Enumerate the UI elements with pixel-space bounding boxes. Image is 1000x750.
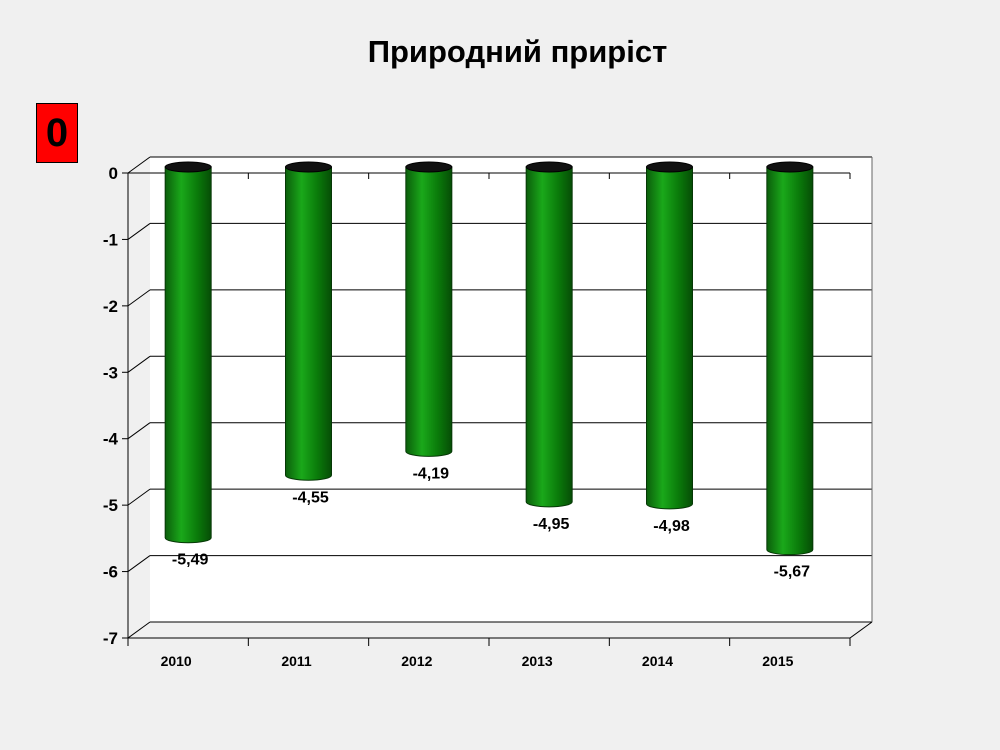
bar-top-2015: [766, 161, 814, 173]
y-tick-label: -3: [103, 363, 118, 382]
gridline-depth: [127, 223, 151, 240]
y-tick-label: -1: [103, 230, 118, 249]
gridline-depth: [127, 488, 151, 506]
y-tick-label: -2: [103, 297, 118, 316]
x-tick-label-2015: 2015: [762, 653, 793, 669]
data-label-2015: -5,67: [774, 564, 811, 581]
bar-2010: [164, 166, 212, 544]
data-label-2014: -4,98: [653, 518, 690, 535]
data-label-2012: -4,19: [413, 465, 450, 482]
y-tick-label: -5: [103, 496, 118, 515]
y-tick-label: -7: [103, 629, 118, 648]
bar-top-2012: [405, 161, 453, 173]
bar-top-2010: [164, 161, 212, 173]
data-label-2013: -4,95: [533, 516, 570, 533]
data-label-2010: -5,49: [172, 552, 209, 569]
x-tick-label-2013: 2013: [522, 653, 553, 669]
y-tick-label: 0: [109, 164, 118, 183]
x-tick-label-2012: 2012: [401, 653, 432, 669]
gridline-depth: [127, 422, 151, 440]
gridline-depth: [127, 621, 151, 639]
y-tick-label: -4: [103, 430, 119, 449]
bar-2013: [525, 166, 573, 508]
gridline-depth: [127, 555, 151, 572]
chart-title: Природний приріст: [367, 34, 668, 69]
y-tick-label: -6: [103, 563, 118, 582]
back-wall: [150, 157, 872, 622]
bar-top-2013: [525, 161, 573, 173]
x-tick-label-2014: 2014: [642, 653, 673, 669]
bar-top-2011: [285, 161, 332, 173]
bar-2012: [405, 166, 453, 457]
x-tick-label-2010: 2010: [161, 653, 192, 669]
plot-area: 0 -1 -2 -3 -4 -5 -6 -7 -5,49 2010 -4,55 2011 -4,19 20…: [103, 156, 873, 669]
gridline-depth: [127, 355, 151, 373]
bar-top-2014: [646, 161, 693, 173]
zero-badge: 0: [36, 103, 78, 163]
gridline-depth: [127, 289, 151, 307]
floor-edge-depth: [849, 621, 873, 639]
x-tick-label-2011: 2011: [281, 653, 312, 669]
data-label-2011: -4,55: [292, 489, 329, 506]
bar-2015: [766, 166, 814, 556]
bar-2014: [646, 166, 693, 510]
gridline-depth: [127, 156, 151, 174]
bar-2011: [285, 166, 332, 481]
